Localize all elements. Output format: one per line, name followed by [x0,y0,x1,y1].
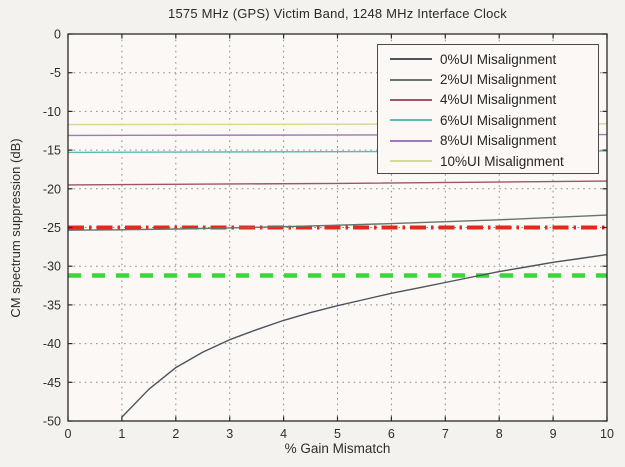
legend-item: 4%UI Misalignment [390,90,598,110]
y-tick-label: -35 [43,298,61,312]
x-tick-label: 5 [334,427,341,441]
y-tick-label: -10 [43,105,61,119]
legend-item-label: 0%UI Misalignment [440,51,557,67]
legend-item-label: 4%UI Misalignment [440,92,557,108]
y-tick-label: -15 [43,144,61,158]
series-line-1 [67,214,608,231]
x-tick-label: 6 [388,427,395,441]
y-tick-label: -30 [43,260,61,274]
legend-line-sample [390,58,432,61]
series-line-0 [121,253,608,418]
x-tick-label: 10 [600,427,614,441]
legend-item-label: 8%UI Misalignment [440,133,557,149]
x-tick-label: 4 [280,427,287,441]
legend-item: 0%UI Misalignment [390,49,598,69]
x-tick-label: 8 [496,427,503,441]
series-line-2 [67,180,608,186]
y-tick-label: -20 [43,182,61,196]
y-axis-label: CM spectrum suppression (dB) [8,138,23,318]
legend-item: 8%UI Misalignment [390,131,598,151]
legend-item-label: 2%UI Misalignment [440,72,557,88]
legend-line-sample [390,160,432,163]
x-tick-label: 7 [442,427,449,441]
y-tick-label: 0 [54,28,61,42]
y-tick-label: -5 [50,66,61,80]
x-tick-label: 3 [226,427,233,441]
legend-item: 2%UI Misalignment [390,69,598,89]
y-tick-label: -40 [43,337,61,351]
legend-item-label: 10%UI Misalignment [440,153,564,169]
x-tick-label: 9 [550,427,557,441]
y-tick-label: -25 [43,221,61,235]
x-tick-label: 2 [172,427,179,441]
y-tick-label: -50 [43,415,61,429]
x-tick-label: 0 [65,427,72,441]
legend-item: 10%UI Misalignment [390,151,598,171]
chart-title: 1575 MHz (GPS) Victim Band, 1248 MHz Int… [168,6,507,21]
legend-line-sample [390,139,432,142]
x-axis-label: % Gain Mismatch [284,441,391,456]
x-tick-label: 1 [118,427,125,441]
legend-line-sample [390,98,432,101]
legend-item: 6%UI Misalignment [390,110,598,130]
legend-item-label: 6%UI Misalignment [440,112,557,128]
legend: 0%UI Misalignment 2%UI Misalignment 4%UI M… [377,44,599,174]
legend-line-sample [390,119,432,122]
legend-line-sample [390,78,432,81]
y-tick-label: -45 [43,376,61,390]
